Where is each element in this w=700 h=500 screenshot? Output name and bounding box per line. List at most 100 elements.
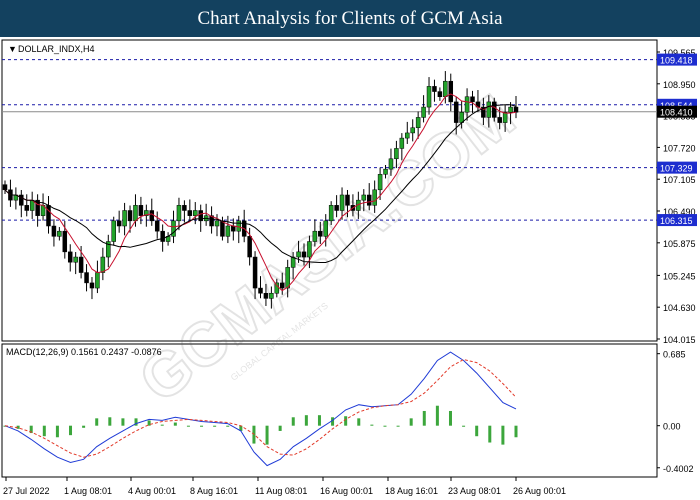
candle-body (301, 251, 307, 258)
candle-body (405, 132, 410, 139)
candle-body (258, 287, 263, 294)
candle-body (214, 220, 220, 227)
candle-body (231, 225, 236, 232)
candle-body (160, 230, 165, 242)
candle-body (323, 220, 328, 237)
time-tick-label: 18 Aug 16:01 (385, 486, 438, 496)
candle-body (361, 194, 367, 201)
candle-body (421, 106, 426, 118)
macd-histogram-bar (501, 425, 505, 445)
current-price-tag (657, 105, 697, 118)
level-tag (657, 53, 697, 66)
candle-body (57, 230, 62, 237)
current-price-label: 108.410 (660, 108, 693, 118)
candle-body (116, 220, 122, 227)
candle-body (470, 96, 475, 103)
candle-body (89, 282, 95, 289)
candle-body (78, 256, 84, 273)
slow-moving-average-line (4, 104, 517, 263)
candle-body (35, 199, 40, 216)
macd-histogram-bar (134, 418, 138, 426)
candle-body (453, 101, 459, 123)
level-tag-label: 107.329 (660, 164, 693, 174)
candle-body (236, 220, 242, 232)
macd-histogram-bar (448, 410, 452, 426)
symbol-arrow-icon: ▼ (8, 44, 17, 54)
price-tick-label: 107.105 (663, 175, 696, 185)
candle-body (497, 117, 502, 123)
candle-body (339, 194, 345, 211)
time-tick-label: 11 Aug 08:01 (255, 486, 307, 496)
candle-body (67, 251, 73, 263)
candle-body (383, 168, 388, 175)
candle-body (372, 189, 377, 206)
candle-body (290, 256, 296, 268)
candle-body (182, 205, 187, 211)
macd-histogram-bar (331, 417, 335, 426)
candle-body (492, 101, 497, 118)
candle-body (312, 230, 318, 242)
candle-body (100, 256, 106, 273)
candle-body (46, 205, 51, 227)
price-panel-border (1, 39, 658, 342)
price-tick-label: 105.245 (663, 271, 696, 281)
price-tick-label: 104.015 (663, 335, 696, 345)
candle-body (415, 117, 421, 129)
candle-body (394, 148, 399, 160)
candle-body (443, 80, 448, 97)
price-tick-label: 104.630 (663, 303, 696, 313)
macd-histogram-bar (226, 425, 230, 427)
candle-body (307, 241, 312, 258)
fast-moving-average-line (4, 93, 517, 292)
candle-body (377, 174, 383, 191)
macd-histogram-bar (435, 405, 439, 426)
candle-body (73, 256, 78, 263)
macd-histogram-bar (213, 425, 217, 427)
macd-indicator-label: MACD(12,26,9) 0.1561 0.2437 -0.0876 (6, 347, 162, 357)
macd-histogram-bar (55, 425, 59, 438)
macd-histogram-bar (383, 425, 387, 427)
signal-line (4, 358, 517, 458)
macd-histogram-bar (488, 425, 492, 443)
candle-body (171, 220, 176, 237)
candle-body (464, 96, 470, 113)
macd-histogram-bar (147, 420, 151, 426)
candle-body (138, 205, 144, 216)
candle-body (263, 292, 269, 299)
watermark-logo: GCMASIA.COM GLOBAL CAPITAL MARKETS (126, 81, 529, 417)
candle-body (51, 225, 57, 237)
candle-body (269, 292, 274, 299)
macd-histogram-bar (160, 424, 164, 426)
candle-body (225, 225, 231, 237)
macd-histogram-bar (344, 416, 348, 426)
candle-body (334, 205, 339, 211)
price-tick-label: 106.490 (663, 207, 696, 217)
price-tick-label: 108.950 (663, 80, 696, 90)
candle-body (247, 236, 252, 258)
candle-body (154, 220, 160, 232)
candle-body (149, 210, 155, 222)
candle-body (486, 101, 492, 118)
candle-body (111, 220, 116, 242)
candle-body (106, 241, 111, 258)
candle-body (513, 106, 519, 113)
macd-tick-label: 0.00 (663, 422, 681, 432)
macd-histogram-bar (396, 425, 400, 427)
candle-body (133, 205, 138, 222)
candle-body (122, 210, 127, 227)
candle-body (328, 205, 334, 222)
level-tag-label: 106.315 (660, 216, 693, 226)
candle-body (144, 210, 149, 216)
macd-histogram-bar (200, 425, 204, 427)
macd-histogram-bar (370, 424, 374, 426)
macd-histogram-bar (186, 425, 190, 427)
macd-tick-label: -0.4002 (663, 464, 694, 474)
candle-body (127, 210, 133, 222)
macd-histogram-bar (265, 425, 269, 445)
price-tick-label: 109.565 (663, 48, 696, 58)
candle-body (285, 267, 290, 289)
candle-body (432, 86, 437, 92)
candle-body (176, 205, 182, 222)
candle-body (388, 158, 394, 170)
